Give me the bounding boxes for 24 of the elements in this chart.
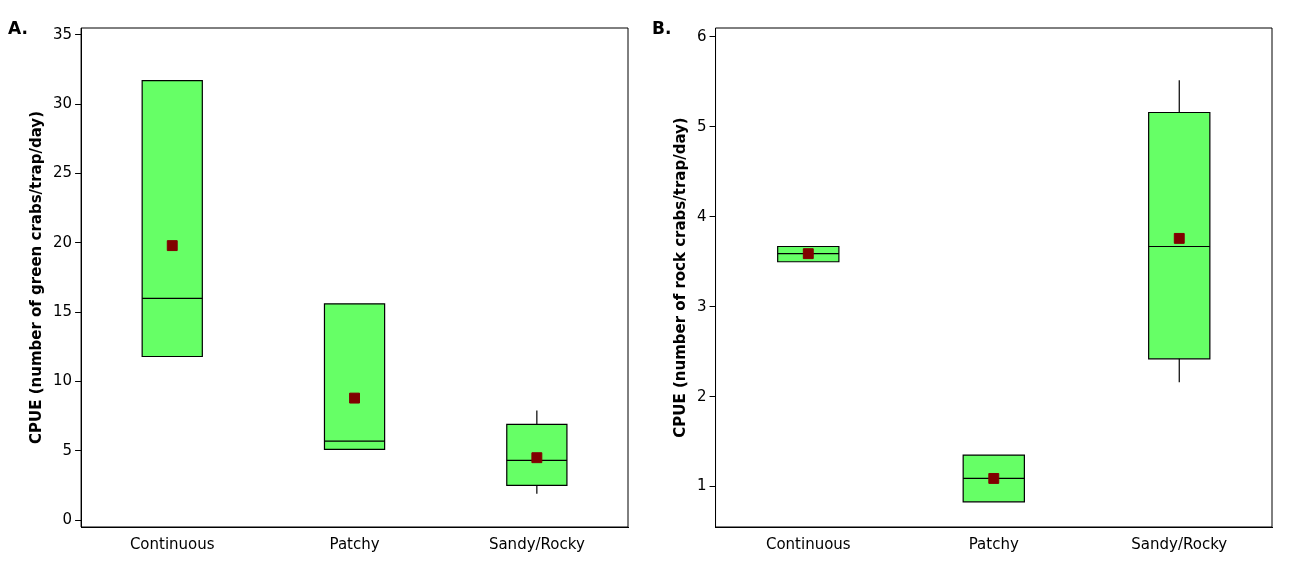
y-tick-label: 30 (52, 94, 73, 113)
chart-title: B. (652, 18, 672, 38)
y-tick-label: 3 (697, 296, 707, 315)
y-tick-label: 5 (697, 116, 707, 135)
x-tick-label: Sandy/Rocky (1131, 534, 1228, 553)
y-tick-label: 5 (62, 440, 73, 459)
y-tick-label: 1 (697, 476, 707, 495)
y-tick-label: 2 (697, 386, 707, 405)
x-tick-label: Patchy (968, 534, 1019, 553)
x-tick-label: Continuous (765, 534, 851, 553)
x-tick-label: Patchy (329, 534, 380, 553)
y-tick-label: 0 (62, 509, 73, 528)
x-tick-label: Continuous (129, 534, 215, 553)
y-tick-label: 6 (697, 26, 707, 45)
y-axis-title: CPUE (number of green crabs/trap/day) (26, 111, 45, 444)
y-tick-label: 20 (52, 232, 73, 251)
y-tick-label: 15 (52, 302, 73, 321)
x-tick-label: Sandy/Rocky (488, 534, 585, 553)
y-tick-label: 4 (697, 206, 707, 225)
y-tick-label: 10 (52, 371, 73, 390)
chart-title: A. (8, 18, 28, 38)
y-axis-title: CPUE (number of rock crabs/trap/day) (670, 117, 689, 438)
y-tick-label: 35 (52, 24, 73, 43)
y-tick-label: 25 (52, 163, 73, 182)
